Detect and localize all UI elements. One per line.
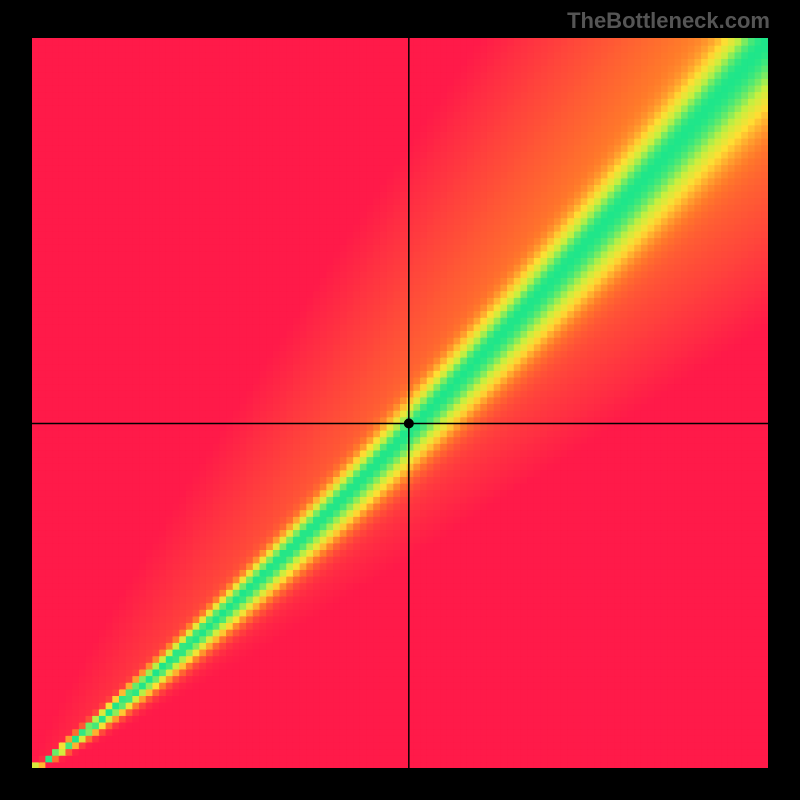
heatmap-canvas [32, 38, 768, 768]
watermark-text: TheBottleneck.com [567, 8, 770, 34]
